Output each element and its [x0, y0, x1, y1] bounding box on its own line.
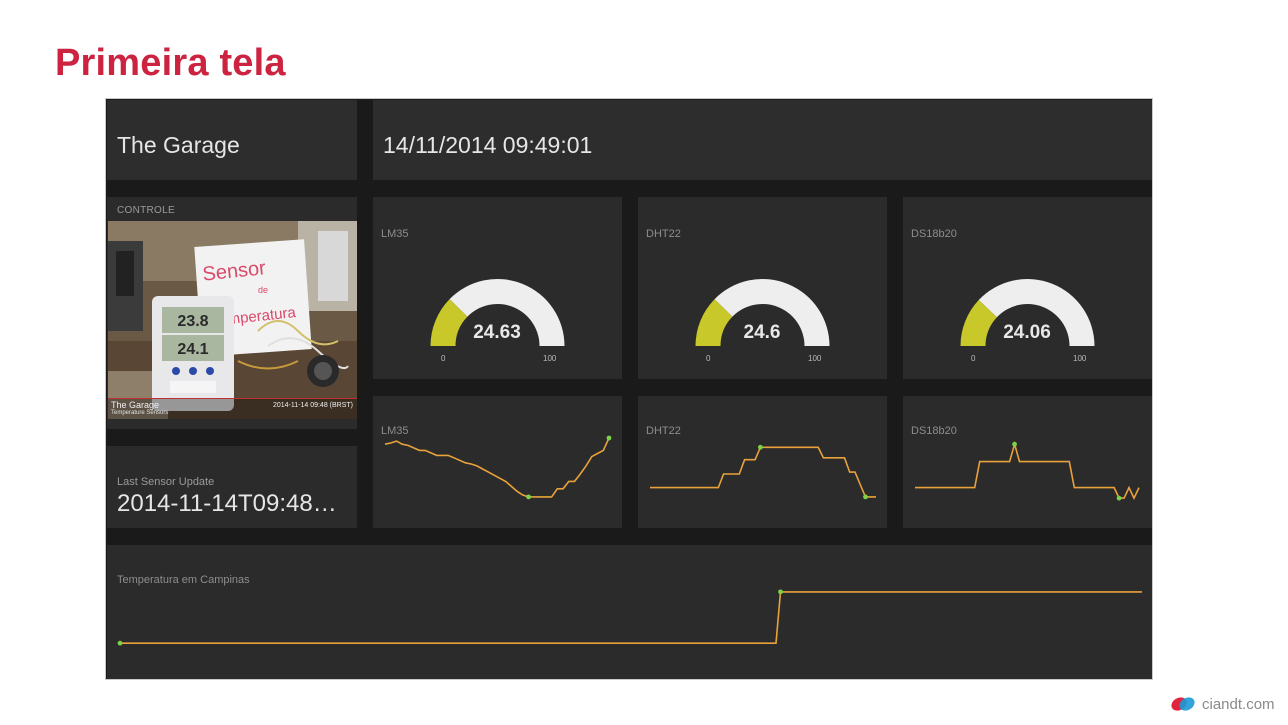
gauge-panel-ds18b20: DS18b20 24.06 0 100 — [903, 197, 1152, 379]
gauge-title-ds18b20: DS18b20 — [911, 228, 957, 240]
camera-feed[interactable]: Sensor de mperatura 23.8 24.1 The Garage… — [108, 221, 357, 419]
data-point-marker — [757, 444, 763, 450]
sparkline-chart-dht22 — [650, 444, 876, 500]
gauge-max-ds18b20: 100 — [1073, 354, 1087, 363]
brand-logo: ciandt.com — [1170, 693, 1275, 715]
gauge-ds18b20 — [960, 279, 1095, 346]
camera-caption: The Garage Temperature Sensors 2014-11-1… — [108, 398, 357, 419]
gauge-value-lm35: 24.63 — [473, 322, 521, 343]
gauge-value-dht22: 24.6 — [743, 322, 781, 343]
gauge-panel-lm35: LM35 24.63 0 100 — [373, 197, 622, 379]
gauge-fill — [960, 300, 997, 346]
current-datetime: 14/11/2014 09:49:01 — [383, 132, 593, 158]
campinas-chart — [117, 589, 1142, 646]
data-point-marker — [1116, 495, 1122, 501]
data-point-marker — [863, 494, 868, 500]
campinas-title: Temperatura em Campinas — [117, 574, 250, 586]
ciandt-logo-icon — [1171, 697, 1195, 711]
sparkline-panel-dht22: DHT22 — [638, 396, 887, 528]
camera-name: The Garage — [111, 400, 160, 410]
gauge-max-lm35: 100 — [543, 354, 557, 363]
gauge-min-lm35: 0 — [441, 354, 446, 363]
svg-text:24.1: 24.1 — [177, 341, 208, 358]
sparkline-title-lm35: LM35 — [381, 425, 409, 437]
line-series — [915, 441, 1140, 500]
sparkline-chart-ds18b20 — [915, 441, 1140, 501]
header-title-panel: The Garage — [107, 100, 357, 180]
sensor-update-panel: Last Sensor Update 2014-11-14T09:48… — [107, 446, 357, 528]
gauge-fill — [430, 299, 468, 346]
svg-text:de: de — [258, 285, 268, 295]
sparkline-panel-lm35: LM35 — [373, 396, 622, 528]
sensor-update-title: Last Sensor Update — [117, 476, 215, 488]
svg-text:23.8: 23.8 — [177, 313, 208, 330]
data-point-marker — [778, 589, 783, 595]
gauge-track — [714, 279, 830, 346]
data-point-marker — [606, 435, 612, 441]
sparkline-chart-lm35 — [384, 435, 612, 500]
sparkline-panel-ds18b20: DS18b20 — [903, 396, 1152, 528]
slide-title: Primeira tela — [55, 42, 286, 84]
campinas-panel: Temperatura em Campinas — [107, 545, 1152, 679]
gauge-dht22 — [695, 279, 830, 346]
gauge-track — [449, 279, 565, 346]
sparkline-title-ds18b20: DS18b20 — [911, 425, 957, 437]
line-series — [120, 591, 1142, 644]
dashboard-title: The Garage — [117, 132, 240, 158]
gauge-min-dht22: 0 — [706, 354, 711, 363]
gauge-value-ds18b20: 24.06 — [1003, 322, 1051, 343]
gauge-panel-dht22: DHT22 24.6 0 100 — [638, 197, 887, 379]
line-series — [650, 446, 876, 498]
dashboard: The Garage 14/11/2014 09:49:01 CONTROLE … — [105, 98, 1153, 680]
gauge-min-ds18b20: 0 — [971, 354, 976, 363]
gauge-track — [978, 279, 1095, 346]
sensor-update-value: 2014-11-14T09:48… — [117, 490, 337, 517]
data-point-marker — [526, 494, 531, 500]
camera-image: Sensor de mperatura 23.8 24.1 — [108, 221, 357, 419]
gauge-fill — [695, 299, 733, 346]
data-point-marker — [117, 640, 123, 646]
brand-text: ciandt.com — [1202, 695, 1275, 713]
line-series — [384, 437, 610, 498]
gauge-max-dht22: 100 — [808, 354, 822, 363]
header-datetime-panel: 14/11/2014 09:49:01 — [373, 100, 1152, 180]
control-label: CONTROLE — [117, 205, 175, 216]
gauge-title-lm35: LM35 — [381, 228, 409, 240]
gauge-title-dht22: DHT22 — [646, 228, 681, 240]
sparkline-title-dht22: DHT22 — [646, 425, 681, 437]
gauge-lm35 — [430, 279, 565, 346]
data-point-marker — [1012, 441, 1017, 447]
camera-subtitle: Temperature Sensors — [111, 410, 169, 416]
camera-timestamp: 2014-11-14 09:48 (BRST) — [272, 402, 353, 409]
